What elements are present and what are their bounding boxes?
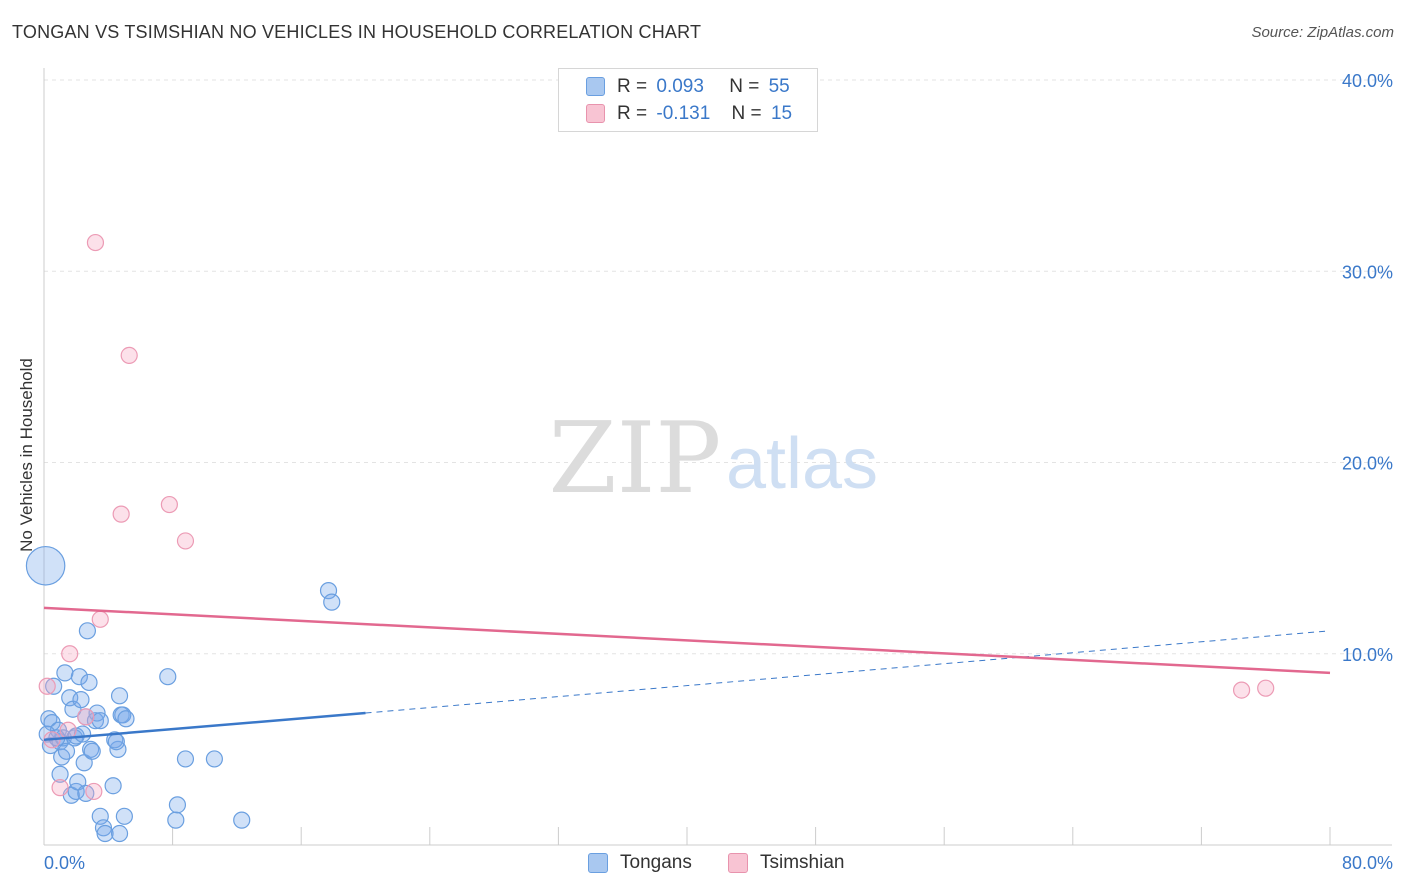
data-point-tongans <box>117 710 135 728</box>
data-point-tongans <box>176 750 195 768</box>
data-point-tongans <box>115 807 133 825</box>
watermark-atlas: atlas <box>726 424 878 504</box>
data-point-tsimshian <box>176 532 195 550</box>
data-point-tongans <box>51 765 69 783</box>
legend-n-label: N = <box>729 76 760 97</box>
data-point-tsimshian <box>1257 679 1275 697</box>
data-point-tongans <box>78 622 97 640</box>
data-point-tongans <box>80 673 98 692</box>
data-point-tsimshian <box>160 495 178 514</box>
source-credit: Source: ZipAtlas.com <box>1251 24 1394 41</box>
data-point-tongans <box>107 733 125 751</box>
data-point-tongans <box>104 777 122 795</box>
data-point-tsimshian <box>86 233 105 252</box>
legend-r-label: R = <box>617 76 648 97</box>
data-point-tongans <box>73 725 92 743</box>
bottom-legend-label-tongans: Tongans <box>620 852 692 873</box>
data-point-tongans <box>323 593 341 611</box>
data-point-tsimshian <box>61 645 79 663</box>
data-point-tsimshian <box>51 779 69 797</box>
data-point-tongans <box>233 811 251 829</box>
data-point-tongans <box>205 750 223 768</box>
y-tick-label: 10.0% <box>1342 645 1393 665</box>
x-tick-label: 0.0% <box>44 853 85 873</box>
data-point-tongans <box>159 668 177 686</box>
legend-n-value-tongans: 55 <box>768 76 790 97</box>
data-point-tongans <box>167 811 185 829</box>
data-point-tongans <box>110 824 129 843</box>
y-tick-label: 20.0% <box>1342 454 1393 474</box>
data-point-tongans <box>91 712 109 730</box>
legend-r-value-tongans: 0.093 <box>656 76 704 97</box>
legend-r-value-tsimshian: -0.131 <box>656 103 711 124</box>
legend-n-value-tsimshian: 15 <box>770 103 793 124</box>
bottom-legend-swatch-tsimshian <box>728 853 748 873</box>
chart-title: TONGAN VS TSIMSHIAN NO VEHICLES IN HOUSE… <box>12 22 702 42</box>
y-tick-label: 30.0% <box>1342 262 1393 282</box>
data-point-tongans <box>110 687 129 705</box>
legend-r-label: R = <box>617 103 648 124</box>
trend-line-tsimshian <box>43 606 1331 675</box>
data-point-tongans <box>25 545 66 586</box>
data-point-tongans <box>96 824 114 843</box>
data-point-tsimshian <box>120 346 138 364</box>
data-point-tongans <box>70 668 88 686</box>
trend-line-tongans <box>43 711 366 742</box>
correlation-legend: R = 0.093 N = 55 R = -0.131 N = 15 <box>558 68 818 132</box>
x-tick-label: 80.0% <box>1342 853 1393 873</box>
legend-swatch-tsimshian <box>586 104 605 123</box>
watermark-zip: ZIP <box>549 402 722 516</box>
data-point-tsimshian <box>91 610 109 628</box>
data-point-tongans <box>168 796 187 814</box>
data-point-tongans <box>45 677 63 695</box>
data-point-tongans <box>56 664 74 682</box>
data-point-tsimshian <box>77 708 95 726</box>
legend-swatch-tongans <box>586 77 605 96</box>
bottom-legend-label-tsimshian: Tsimshian <box>760 852 845 873</box>
data-point-tsimshian <box>112 505 130 523</box>
legend-n-label: N = <box>731 103 762 124</box>
bottom-legend-swatch-tongans <box>588 853 608 873</box>
data-point-tongans <box>83 742 101 760</box>
y-tick-label: 40.0% <box>1342 71 1393 91</box>
data-point-tsimshian <box>1232 681 1251 699</box>
data-point-tongans <box>72 691 90 709</box>
data-point-tsimshian <box>59 721 77 739</box>
data-point-tsimshian <box>85 782 103 801</box>
trend-line-tongans-extrapolated <box>365 630 1331 714</box>
data-point-tsimshian <box>38 677 56 695</box>
data-point-tongans <box>57 742 76 760</box>
